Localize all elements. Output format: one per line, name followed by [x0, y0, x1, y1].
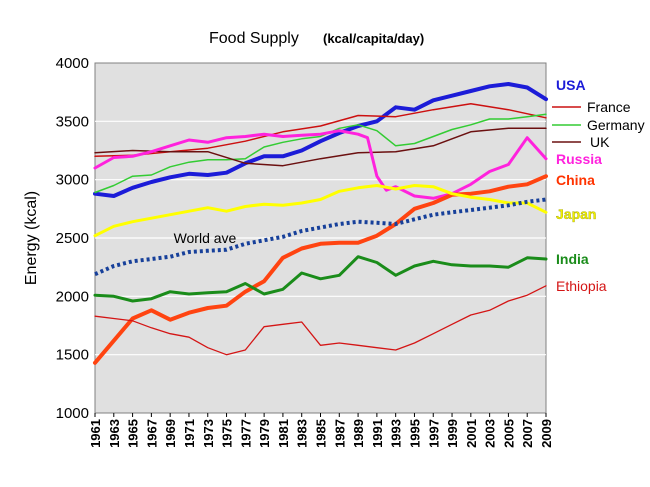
x-tick-label: 1995	[407, 419, 422, 448]
series-line-ethiopia	[94, 285, 547, 356]
series-line-china	[93, 174, 548, 365]
x-tick-label: 1973	[201, 419, 216, 448]
y-tick-label: 3500	[56, 113, 89, 130]
x-tick-label: 1979	[257, 419, 272, 448]
x-tick-label: 1985	[314, 419, 329, 448]
x-tick-label: 2003	[483, 419, 498, 448]
annotation-world-ave: World ave	[174, 230, 237, 246]
x-tick-label: 1967	[144, 419, 159, 448]
x-tick-label: 1961	[88, 419, 103, 448]
series-lines	[93, 82, 548, 365]
y-axis-ticks: 1000 1500 2000 2500 3000 3500 4000	[56, 55, 89, 422]
series-label-india: India	[556, 251, 589, 267]
series-label-russia: Russia	[556, 151, 602, 167]
series-line-germany	[94, 113, 547, 194]
x-tick-label: 2005	[501, 419, 516, 448]
x-tick-label: 1983	[295, 419, 310, 448]
x-tick-label: 1991	[370, 419, 385, 448]
y-tick-label: 1500	[56, 347, 89, 364]
x-tick-label: 1981	[276, 419, 291, 448]
x-tick-label: 1987	[332, 419, 347, 448]
x-tick-label: 1989	[351, 419, 366, 448]
gridlines	[95, 120, 546, 356]
x-axis-ticks: 1961 1963 1965 1967 1969 1971 1973 1975 1977 1979…	[88, 413, 554, 448]
legend-entry-germany: Germany	[587, 117, 645, 133]
y-tick-label: 2500	[56, 230, 89, 247]
legend-entry-uk: UK	[590, 134, 610, 150]
x-tick-label: 1997	[426, 419, 441, 448]
series-label-china: China	[556, 172, 595, 188]
y-axis-label: Energy (kcal)	[23, 191, 40, 285]
series-line-russia	[93, 129, 548, 200]
x-tick-label: 2007	[520, 419, 535, 448]
series-line-uk	[94, 127, 547, 167]
x-tick-label: 1963	[107, 419, 122, 448]
series-label-japan: Japan	[556, 206, 596, 222]
x-tick-label: 1969	[163, 419, 178, 448]
series-label-ethiopia: Ethiopia	[556, 278, 607, 294]
y-tick-label: 2000	[56, 288, 89, 305]
x-tick-label: 1993	[389, 419, 404, 448]
legend-entry-france: France	[587, 99, 631, 115]
chart-title: Food Supply	[209, 30, 299, 47]
series-line-japan	[93, 184, 548, 238]
series-line-india	[93, 255, 548, 303]
x-tick-label: 2001	[464, 419, 479, 448]
y-tick-label: 4000	[56, 55, 89, 72]
x-tick-label: 1977	[238, 419, 253, 448]
x-tick-label: 1999	[445, 419, 460, 448]
series-line-usa	[93, 82, 548, 198]
x-tick-label: 2009	[539, 419, 554, 448]
y-tick-label: 1000	[56, 405, 89, 422]
x-tick-label: 1975	[220, 419, 235, 448]
chart-subtitle: (kcal/capita/day)	[323, 31, 424, 46]
y-tick-label: 3000	[56, 172, 89, 189]
x-tick-label: 1965	[126, 419, 141, 448]
x-tick-label: 1971	[182, 419, 197, 448]
series-label-usa: USA	[556, 77, 586, 93]
